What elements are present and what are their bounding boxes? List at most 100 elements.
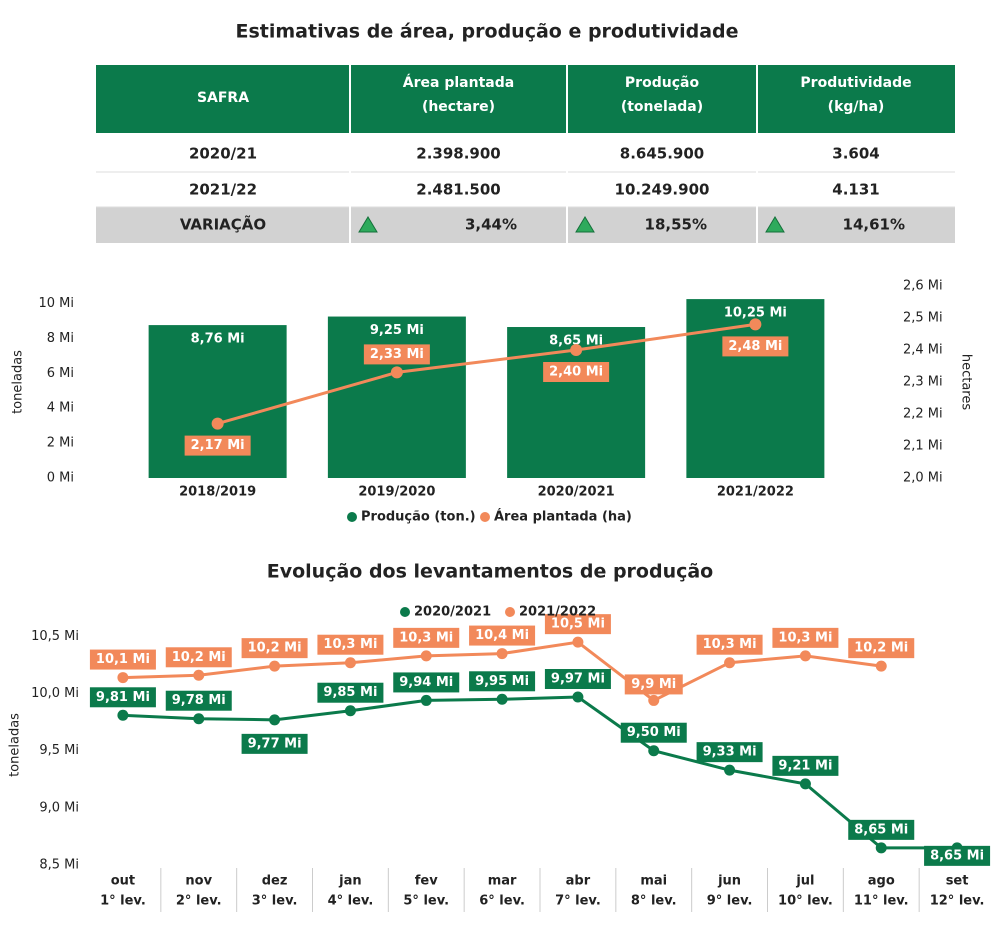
label-box (772, 627, 839, 648)
table-cell: 2.398.900 (416, 145, 500, 163)
y-tick-label: 10 Mi (38, 296, 74, 311)
x-tick-label: mar (488, 874, 517, 889)
legend-label: 2020/2021 (414, 605, 491, 620)
label-box (543, 362, 610, 382)
y-tick-label: 0 Mi (47, 471, 74, 486)
line-point (420, 694, 432, 706)
line-point (344, 657, 356, 669)
y2-tick-label: 2,1 Mi (903, 439, 943, 454)
y-tick-label: 10,5 Mi (31, 629, 79, 644)
line-label: 9,21 Mi (778, 758, 832, 773)
table-cell: 2021/22 (189, 181, 257, 199)
bar-label: 9,25 Mi (370, 323, 424, 338)
x-tick-label: nov (185, 874, 212, 889)
line-label: 9,81 Mi (96, 690, 150, 705)
variation-row-bg (96, 207, 955, 243)
up-triangle (575, 216, 595, 233)
table-cell: 8.645.900 (620, 145, 704, 163)
table-header-bg (96, 65, 955, 133)
line-label: 9,95 Mi (475, 674, 529, 689)
line-label: 9,77 Mi (248, 736, 302, 751)
x-tick-label: jul (795, 874, 814, 889)
table-cell: 2.481.500 (416, 181, 500, 199)
legend-label: Produção (ton.) (361, 510, 476, 525)
line-point (211, 417, 224, 430)
line-label: 8,65 Mi (854, 822, 908, 837)
line-label: 10,3 Mi (399, 630, 453, 645)
line-label: 10,5 Mi (551, 617, 605, 632)
y-tick-label: 9,0 Mi (39, 800, 79, 815)
line-label: 2,40 Mi (549, 365, 603, 380)
legend-marker (347, 512, 357, 522)
line-point (572, 636, 584, 648)
label-box (241, 638, 308, 659)
line-label: 10,3 Mi (778, 630, 832, 645)
line-label: 9,78 Mi (172, 693, 226, 708)
label-box (696, 634, 763, 655)
line-label: 2,33 Mi (370, 347, 424, 362)
label-box (363, 344, 430, 365)
y2-tick-label: 2,3 Mi (903, 375, 943, 390)
line-label: 9,33 Mi (703, 745, 757, 760)
x-tick-label: out (111, 874, 135, 889)
line-point (799, 650, 811, 662)
label-box (165, 647, 232, 668)
table-cell: 18,55% (645, 216, 707, 234)
line-label: 10,2 Mi (248, 641, 302, 656)
label-box (772, 755, 839, 776)
x-tick-sublabel: 11° lev. (854, 894, 909, 909)
line-point (570, 344, 583, 356)
up-triangle (765, 216, 785, 233)
label-box (317, 682, 384, 703)
table-header: (kg/ha) (828, 99, 885, 115)
line-point (875, 842, 887, 854)
line-point (799, 778, 811, 790)
y-axis-label: toneladas (11, 350, 26, 414)
line-label: 9,50 Mi (627, 725, 681, 740)
y2-tick-label: 2,5 Mi (903, 311, 943, 326)
table-cell: VARIAÇÃO (180, 215, 266, 234)
x-tick-sublabel: 5° lev. (403, 894, 449, 909)
y2-tick-label: 2,4 Mi (903, 343, 943, 358)
table-cell: 14,61% (843, 216, 905, 234)
line-point (193, 713, 205, 725)
x-tick-label: mai (640, 874, 667, 889)
y2-axis-label: hectares (959, 354, 974, 411)
x-tick-label: dez (262, 874, 288, 889)
label-box (924, 845, 991, 866)
line-label: 2,17 Mi (191, 438, 245, 453)
line-label: 9,85 Mi (323, 685, 377, 700)
bar-label: 8,65 Mi (549, 334, 603, 349)
y-tick-label: 4 Mi (47, 401, 74, 416)
x-tick-label: ago (868, 874, 895, 889)
line-point (749, 318, 762, 331)
table-cell: 4.131 (832, 181, 879, 199)
line-point (117, 709, 129, 721)
x-tick-sublabel: 8° lev. (631, 894, 677, 909)
y-tick-label: 9,5 Mi (39, 743, 79, 758)
label-box (89, 649, 156, 670)
line-label: 10,2 Mi (854, 641, 908, 656)
line-point (724, 657, 736, 669)
bar-label: 8,76 Mi (191, 332, 245, 347)
line (217, 322, 756, 426)
line-point (390, 366, 403, 379)
label-box (722, 336, 789, 357)
label-box (317, 634, 384, 655)
y-tick-label: 8,5 Mi (39, 858, 79, 873)
table-header: Produção (625, 75, 700, 91)
x-tick-sublabel: 12° lev. (930, 894, 985, 909)
line-point (496, 693, 508, 705)
table-cell: 2020/21 (189, 145, 257, 163)
label-box (165, 690, 232, 711)
legend-label: Área plantada (ha) (494, 509, 632, 525)
x-tick-label: 2018/2019 (179, 485, 256, 500)
x-tick-label: jan (338, 874, 361, 889)
x-tick-sublabel: 1° lev. (100, 894, 146, 909)
line-label: 9,97 Mi (551, 672, 605, 687)
x-tick-label: 2021/2022 (717, 485, 794, 500)
x-tick-label: fev (415, 874, 438, 889)
line-label: 10,3 Mi (323, 637, 377, 652)
label-box (620, 722, 687, 743)
label-box (624, 674, 683, 695)
